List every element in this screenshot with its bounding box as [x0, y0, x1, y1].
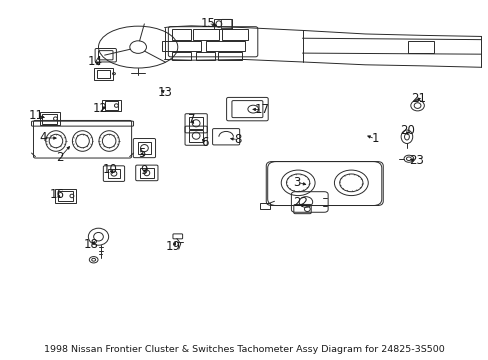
- Bar: [42, 114, 57, 123]
- Text: 10: 10: [103, 162, 118, 176]
- Bar: [138, 142, 151, 154]
- Text: 12: 12: [93, 102, 108, 115]
- Bar: [205, 41, 244, 51]
- Bar: [105, 102, 118, 110]
- Text: 16: 16: [49, 188, 64, 201]
- Text: 11: 11: [29, 109, 44, 122]
- Bar: [58, 191, 73, 201]
- Bar: [172, 51, 191, 60]
- Text: 1: 1: [370, 132, 378, 145]
- Text: 5: 5: [138, 147, 145, 159]
- Bar: [102, 100, 121, 111]
- Bar: [40, 112, 60, 125]
- Bar: [189, 117, 203, 129]
- Text: 20: 20: [400, 124, 414, 137]
- Bar: [172, 30, 191, 40]
- Bar: [407, 41, 433, 53]
- Bar: [96, 69, 110, 78]
- Bar: [213, 19, 231, 30]
- Bar: [189, 130, 203, 142]
- Bar: [218, 51, 242, 60]
- Text: 1998 Nissan Frontier Cluster & Switches Tachometer Assy Diagram for 24825-3S500: 1998 Nissan Frontier Cluster & Switches …: [44, 345, 444, 354]
- Bar: [107, 169, 120, 178]
- Bar: [221, 30, 247, 40]
- Bar: [162, 41, 201, 51]
- Text: 7: 7: [187, 113, 195, 126]
- Text: 23: 23: [408, 154, 423, 167]
- Text: 15: 15: [201, 17, 215, 30]
- Text: 2: 2: [56, 151, 63, 164]
- Bar: [192, 30, 219, 40]
- Text: 17: 17: [254, 103, 269, 116]
- Text: 8: 8: [234, 133, 242, 146]
- Bar: [260, 203, 269, 210]
- Text: 21: 21: [411, 92, 426, 105]
- Text: 4: 4: [39, 131, 46, 144]
- Text: 13: 13: [158, 86, 172, 99]
- Bar: [140, 168, 153, 177]
- Text: 19: 19: [165, 240, 181, 253]
- Text: 6: 6: [201, 136, 208, 149]
- Text: 18: 18: [83, 238, 99, 251]
- Text: 3: 3: [292, 176, 300, 189]
- Text: 22: 22: [292, 196, 307, 209]
- Bar: [196, 51, 215, 60]
- Text: 14: 14: [88, 55, 103, 68]
- Bar: [94, 68, 113, 80]
- Bar: [55, 189, 76, 203]
- Text: 9: 9: [141, 164, 148, 177]
